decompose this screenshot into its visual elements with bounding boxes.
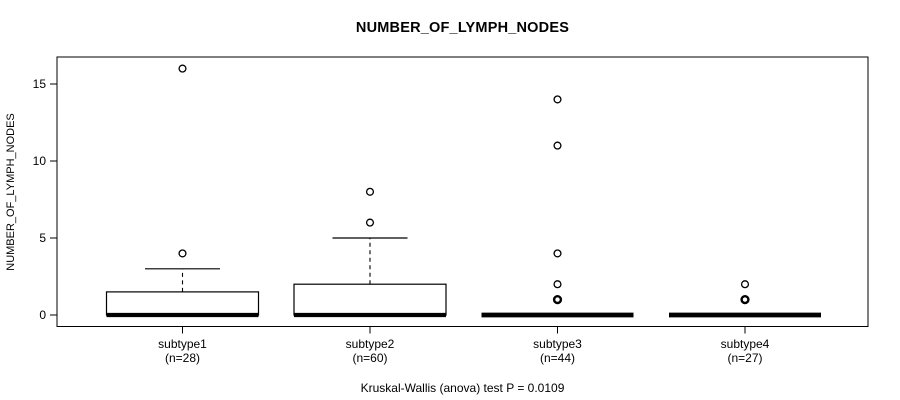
y-axis-tick-label: 10 — [33, 154, 47, 168]
outlier-point — [553, 249, 562, 258]
y-axis-tick-label: 15 — [33, 77, 47, 91]
chart-caption: Kruskal-Wallis (anova) test P = 0.0109 — [360, 381, 565, 395]
group-label: subtype3 — [533, 337, 582, 351]
group-label: subtype1 — [158, 337, 207, 351]
outlier-point — [365, 218, 375, 227]
group-n-label: (n=60) — [352, 351, 387, 365]
outlier-point — [740, 280, 750, 289]
group-n-label: (n=28) — [165, 351, 200, 365]
outlier-point — [553, 280, 562, 289]
y-axis-tick-label: 0 — [39, 308, 46, 322]
chart-title: NUMBER_OF_LYMPH_NODES — [355, 20, 570, 36]
outlier-point — [365, 187, 375, 196]
outlier-point — [740, 295, 750, 305]
outlier-point — [552, 295, 563, 305]
box — [293, 283, 447, 316]
group-label: subtype2 — [346, 337, 395, 351]
outlier-point — [553, 141, 562, 150]
group-n-label: (n=27) — [727, 351, 762, 365]
outlier-point — [178, 64, 187, 73]
outlier-point — [553, 95, 562, 104]
y-axis-tick-label: 5 — [39, 231, 46, 245]
outlier-point — [178, 249, 187, 258]
plot-frame — [56, 56, 869, 327]
group-n-label: (n=44) — [540, 351, 575, 365]
box — [105, 291, 260, 316]
group-label: subtype4 — [721, 337, 770, 351]
